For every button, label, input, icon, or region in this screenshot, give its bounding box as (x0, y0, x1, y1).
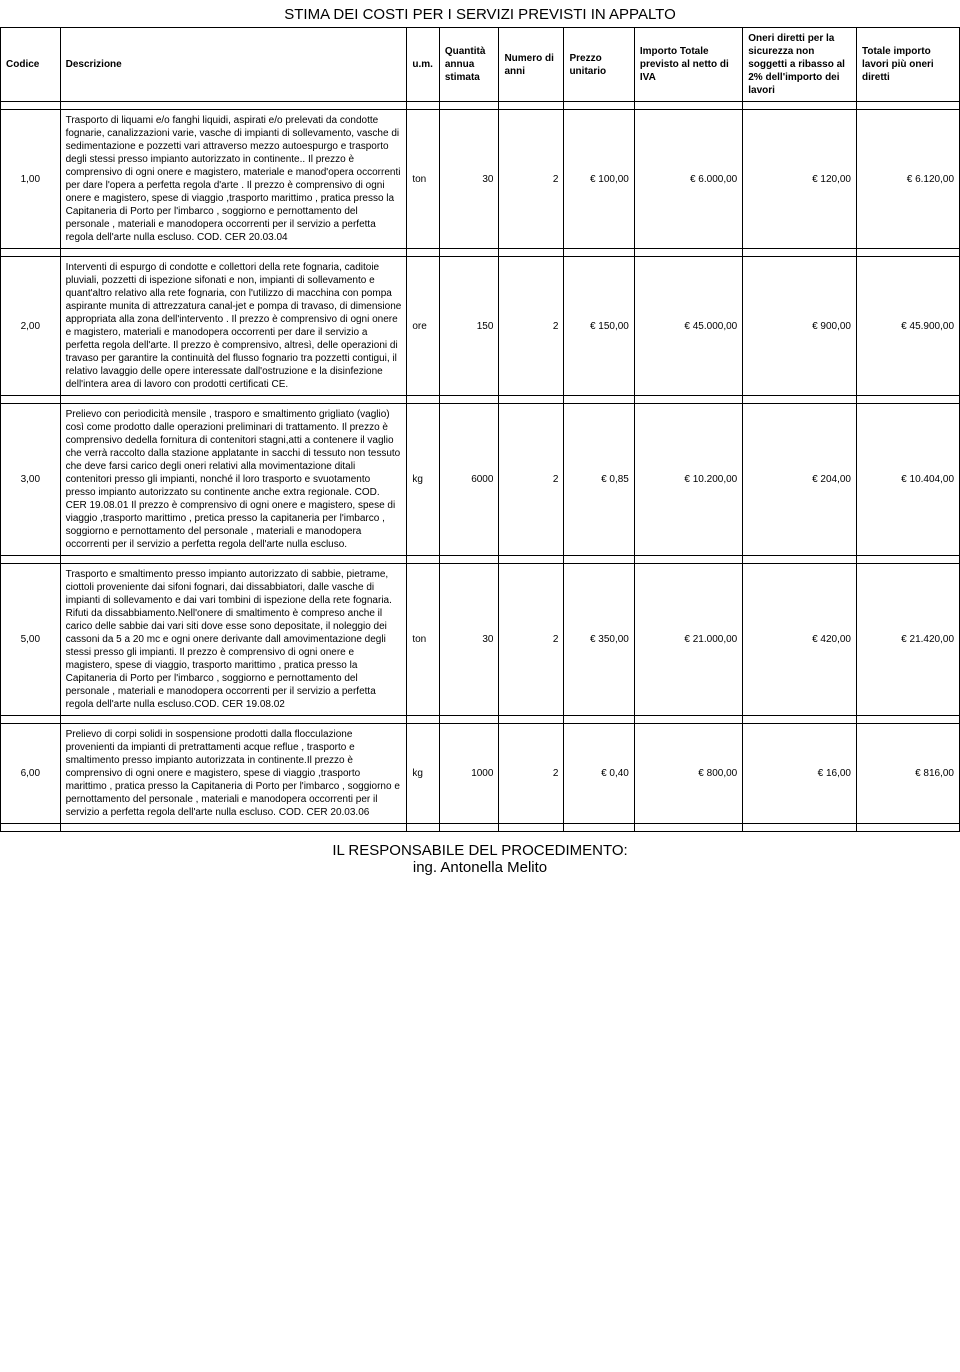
cell-prezzo: € 0,85 (564, 404, 634, 556)
cell-quantita: 30 (439, 564, 499, 716)
cell-codice: 1,00 (1, 110, 61, 249)
cell-totale: € 45.900,00 (857, 257, 960, 396)
cell-descrizione: Trasporto e smaltimento presso impianto … (60, 564, 407, 716)
cell-um: ton (407, 564, 440, 716)
cell-um: kg (407, 404, 440, 556)
cell-netto: € 21.000,00 (634, 564, 742, 716)
cell-netto: € 45.000,00 (634, 257, 742, 396)
spacer-row (1, 249, 960, 257)
cell-quantita: 150 (439, 257, 499, 396)
cell-prezzo: € 0,40 (564, 724, 634, 824)
cell-codice: 6,00 (1, 724, 61, 824)
header-um: u.m. (407, 28, 440, 102)
cell-netto: € 6.000,00 (634, 110, 742, 249)
footer-line2: ing. Antonella Melito (0, 859, 960, 876)
table-row: 2,00Interventi di espurgo di condotte e … (1, 257, 960, 396)
cell-prezzo: € 350,00 (564, 564, 634, 716)
cell-oneri: € 900,00 (743, 257, 857, 396)
table-row: 5,00 Trasporto e smaltimento presso impi… (1, 564, 960, 716)
page-title: STIMA DEI COSTI PER I SERVIZI PREVISTI I… (0, 0, 960, 27)
cell-prezzo: € 100,00 (564, 110, 634, 249)
cell-anni: 2 (499, 564, 564, 716)
cell-totale: € 10.404,00 (857, 404, 960, 556)
cell-anni: 2 (499, 404, 564, 556)
cell-anni: 2 (499, 257, 564, 396)
cell-netto: € 10.200,00 (634, 404, 742, 556)
cell-anni: 2 (499, 110, 564, 249)
footer-line1: IL RESPONSABILE DEL PROCEDIMENTO: (0, 842, 960, 859)
header-oneri: Oneri diretti per la sicurezza non sogge… (743, 28, 857, 102)
spacer-row (1, 102, 960, 110)
cell-descrizione: Trasporto di liquami e/o fanghi liquidi,… (60, 110, 407, 249)
table-row: 3,00Prelievo con periodicità mensile , t… (1, 404, 960, 556)
cell-descrizione: Interventi di espurgo di condotte e coll… (60, 257, 407, 396)
cell-totale: € 21.420,00 (857, 564, 960, 716)
cell-descrizione: Prelievo con periodicità mensile , trasp… (60, 404, 407, 556)
cell-oneri: € 16,00 (743, 724, 857, 824)
header-row: Codice Descrizione u.m. Quantità annua s… (1, 28, 960, 102)
cell-um: ore (407, 257, 440, 396)
spacer-row (1, 824, 960, 832)
header-codice: Codice (1, 28, 61, 102)
cell-um: ton (407, 110, 440, 249)
cell-totale: € 816,00 (857, 724, 960, 824)
spacer-row (1, 396, 960, 404)
cell-oneri: € 204,00 (743, 404, 857, 556)
cell-netto: € 800,00 (634, 724, 742, 824)
cell-anni: 2 (499, 724, 564, 824)
cell-quantita: 1000 (439, 724, 499, 824)
cell-codice: 5,00 (1, 564, 61, 716)
cell-oneri: € 120,00 (743, 110, 857, 249)
footer: IL RESPONSABILE DEL PROCEDIMENTO: ing. A… (0, 832, 960, 876)
cost-table: Codice Descrizione u.m. Quantità annua s… (0, 27, 960, 832)
cell-prezzo: € 150,00 (564, 257, 634, 396)
header-descrizione: Descrizione (60, 28, 407, 102)
header-totale: Totale importo lavori più oneri diretti (857, 28, 960, 102)
table-row: 6,00Prelievo di corpi solidi in sospensi… (1, 724, 960, 824)
cell-quantita: 30 (439, 110, 499, 249)
header-quantita: Quantità annua stimata (439, 28, 499, 102)
table-row: 1,00Trasporto di liquami e/o fanghi liqu… (1, 110, 960, 249)
cell-codice: 2,00 (1, 257, 61, 396)
cell-quantita: 6000 (439, 404, 499, 556)
spacer-row (1, 716, 960, 724)
cell-totale: € 6.120,00 (857, 110, 960, 249)
cell-oneri: € 420,00 (743, 564, 857, 716)
header-prezzo: Prezzo unitario (564, 28, 634, 102)
header-netto: Importo Totale previsto al netto di IVA (634, 28, 742, 102)
cell-descrizione: Prelievo di corpi solidi in sospensione … (60, 724, 407, 824)
spacer-row (1, 556, 960, 564)
header-anni: Numero di anni (499, 28, 564, 102)
cell-um: kg (407, 724, 440, 824)
cell-codice: 3,00 (1, 404, 61, 556)
